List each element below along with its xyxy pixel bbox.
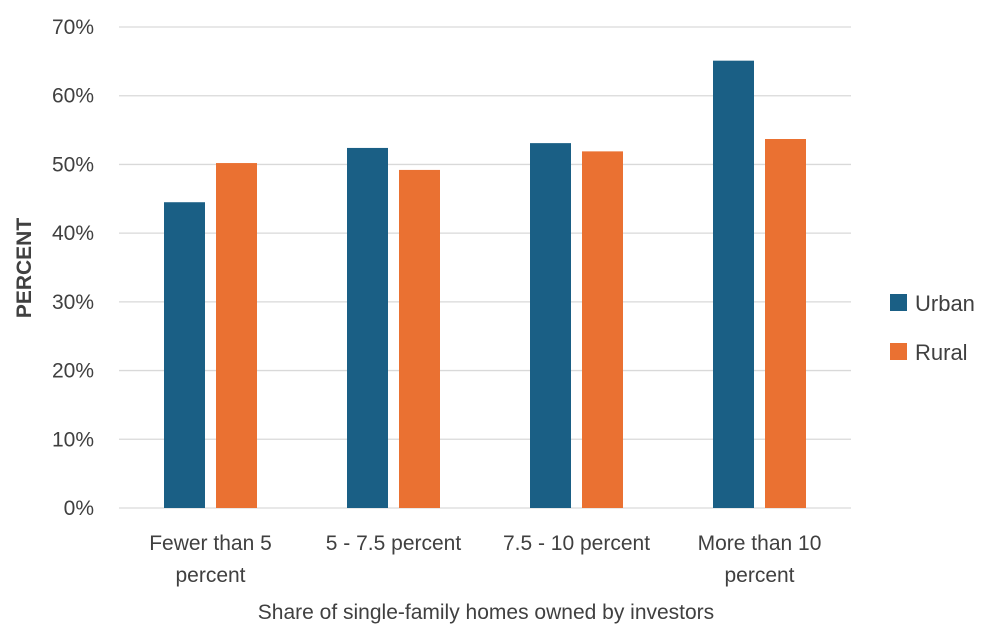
legend-label-rural: Rural [915,340,968,365]
y-axis-ticks: 0% 10% 20% 30% 40% 50% 60% 70% [52,16,94,520]
legend-label-urban: Urban [915,291,975,316]
x-category-label: percent [175,564,245,587]
y-tick-label: 0% [64,497,94,520]
y-tick-label: 30% [52,291,94,314]
y-tick-label: 60% [52,85,94,108]
y-tick-label: 20% [52,360,94,383]
x-category-label: More than 10 [698,532,822,555]
bar-rural [399,169,440,508]
y-axis-title: PERCENT [13,218,36,319]
legend-swatch-urban [890,294,907,311]
x-category-label: percent [724,564,794,587]
x-axis-categories: Fewer than 5 percent 5 - 7.5 percent 7.5 - … [149,532,821,587]
y-tick-label: 70% [52,16,94,39]
y-tick-label: 40% [52,222,94,245]
bar-rural [765,139,806,509]
x-category-label: Fewer than 5 [149,532,272,555]
bar-urban [713,60,754,509]
bar-rural [216,163,257,508]
bar-urban [347,147,388,509]
x-axis-title: Share of single-family homes owned by in… [258,601,714,624]
bar-rural [582,151,623,508]
y-tick-label: 10% [52,428,94,451]
bars [164,60,806,509]
x-category-label: 7.5 - 10 percent [503,532,650,555]
legend: Urban Rural [890,291,975,365]
y-tick-label: 50% [52,153,94,176]
legend-swatch-rural [890,343,907,360]
bar-urban [530,143,571,508]
x-category-label: 5 - 7.5 percent [326,532,462,555]
bar-urban [164,202,205,508]
